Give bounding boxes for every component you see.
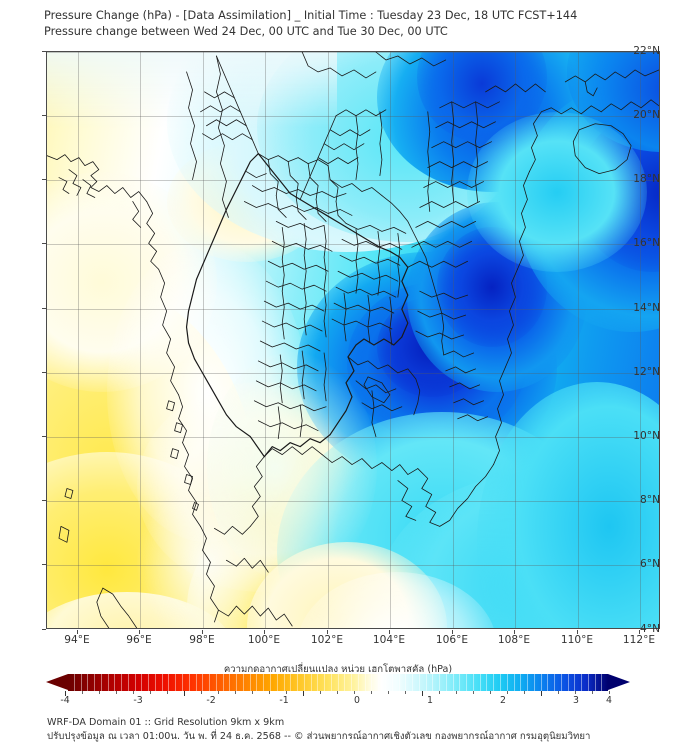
colorbar-over-arrow [608, 674, 630, 690]
colorbar-label: ความกดอากาศเปลี่ยนแปลง หน่วย เฮกโตพาสคัล… [223, 664, 453, 675]
colorbar-tick-label: 4 [606, 695, 612, 706]
colorbar-tick-label: 0 [354, 695, 360, 706]
x-tick-label: 94°E [64, 634, 90, 646]
x-tick-label: 104°E [372, 634, 406, 646]
colorbar-body [68, 674, 608, 691]
y-tick-label: 18°N [633, 173, 660, 185]
x-tick-label: 110°E [560, 634, 594, 646]
footer-model-info: WRF-DA Domain 01 :: Grid Resolution 9km … [47, 717, 285, 728]
x-tick-label: 98°E [189, 634, 215, 646]
colorbar [46, 674, 630, 691]
map-plot-area [46, 51, 660, 629]
colorbar-tick-label: 1 [427, 695, 433, 706]
footer-block: WRF-DA Domain 01 :: Grid Resolution 9km … [47, 716, 667, 743]
colorbar-tick-label: -1 [279, 695, 289, 706]
x-tick-label: 112°E [622, 634, 656, 646]
colorbar-ticks: -4 -3 -2 -1 0 1 2 3 4 [46, 691, 630, 707]
x-tick-label: 100°E [247, 634, 281, 646]
y-tick-label: 10°N [633, 430, 660, 442]
page-subtitle: Pressure change between Wed 24 Dec, 00 U… [44, 24, 448, 38]
pressure-change-field [47, 52, 659, 628]
y-tick-label: 22°N [633, 45, 660, 57]
colorbar-cells [68, 674, 608, 691]
x-tick-label: 102°E [310, 634, 344, 646]
y-tick-label: 6°N [640, 558, 660, 570]
colorbar-tick-label: -2 [206, 695, 216, 706]
footer-credit: ปรับปรุงข้อมูล ณ เวลา 01:00น. วัน พ. ที่… [47, 730, 591, 742]
y-tick-label: 8°N [640, 494, 660, 506]
coastline-border-overlay [47, 52, 659, 628]
chart-title-block: Pressure Change (hPa) - [Data Assimilati… [44, 8, 664, 39]
colorbar-tick-label: 3 [573, 695, 579, 706]
page-title: Pressure Change (hPa) - [Data Assimilati… [44, 9, 578, 22]
y-tick-label: 20°N [633, 109, 660, 121]
colorbar-tick-label: -3 [133, 695, 143, 706]
y-tick-label: 12°N [633, 366, 660, 378]
y-tick-label: 14°N [633, 302, 660, 314]
colorbar-tick-label: -4 [60, 695, 70, 706]
x-tick-label: 96°E [126, 634, 152, 646]
y-tick-label: 4°N [640, 623, 660, 635]
x-tick-label: 108°E [497, 634, 531, 646]
colorbar-tick-label: 2 [500, 695, 506, 706]
colorbar-under-arrow [46, 674, 68, 690]
x-tick-label: 106°E [435, 634, 469, 646]
y-tick-label: 16°N [633, 237, 660, 249]
